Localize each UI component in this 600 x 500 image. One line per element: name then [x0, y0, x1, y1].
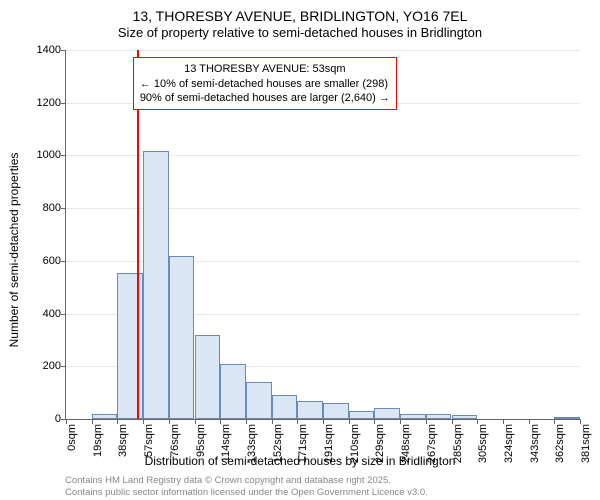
- xtick-mark: [477, 419, 478, 424]
- y-axis-label: Number of semi-detached properties: [7, 153, 21, 348]
- ytick-label: 800: [43, 202, 61, 214]
- title-main: 13, THORESBY AVENUE, BRIDLINGTON, YO16 7…: [0, 0, 600, 24]
- xtick-mark: [503, 419, 504, 424]
- xtick-mark: [66, 419, 67, 424]
- title-sub: Size of property relative to semi-detach…: [0, 24, 600, 40]
- annotation-box: 13 THORESBY AVENUE: 53sqm← 10% of semi-d…: [133, 57, 397, 110]
- histogram-bar: [195, 335, 221, 419]
- ytick-mark: [61, 208, 66, 209]
- xtick-mark: [374, 419, 375, 424]
- ytick-label: 200: [43, 360, 61, 372]
- xtick-mark: [580, 419, 581, 424]
- xtick-mark: [117, 419, 118, 424]
- histogram-bar: [323, 403, 349, 419]
- xtick-mark: [195, 419, 196, 424]
- gridline: [66, 50, 580, 51]
- xtick-mark: [143, 419, 144, 424]
- footer-line-1: Contains HM Land Registry data © Crown c…: [65, 475, 428, 486]
- chart-area: 02004006008001000120014000sqm19sqm38sqm5…: [65, 50, 580, 420]
- xtick-mark: [169, 419, 170, 424]
- xtick-label: 324sqm: [503, 424, 515, 463]
- ytick-label: 1200: [37, 97, 61, 109]
- ytick-label: 400: [43, 308, 61, 320]
- xtick-mark: [92, 419, 93, 424]
- histogram-bar: [220, 364, 246, 419]
- xtick-label: 362sqm: [554, 424, 566, 463]
- xtick-mark: [272, 419, 273, 424]
- xtick-mark: [426, 419, 427, 424]
- histogram-bar: [246, 382, 272, 419]
- xtick-mark: [554, 419, 555, 424]
- histogram-bar: [349, 411, 375, 419]
- x-axis-label: Distribution of semi-detached houses by …: [145, 454, 456, 468]
- xtick-mark: [349, 419, 350, 424]
- xtick-label: 381sqm: [580, 424, 592, 463]
- footer-line-2: Contains public sector information licen…: [65, 487, 428, 498]
- ytick-label: 1000: [37, 149, 61, 161]
- xtick-mark: [452, 419, 453, 424]
- xtick-label: 305sqm: [477, 424, 489, 463]
- xtick-mark: [400, 419, 401, 424]
- xtick-mark: [323, 419, 324, 424]
- ytick-mark: [61, 314, 66, 315]
- xtick-label: 19sqm: [92, 424, 104, 457]
- ytick-mark: [61, 155, 66, 156]
- histogram-bar: [374, 408, 400, 419]
- plot-region: 02004006008001000120014000sqm19sqm38sqm5…: [65, 50, 580, 420]
- histogram-bar: [554, 417, 580, 419]
- xtick-mark: [220, 419, 221, 424]
- xtick-label: 95sqm: [195, 424, 207, 457]
- ytick-label: 1400: [37, 44, 61, 56]
- annotation-line: 90% of semi-detached houses are larger (…: [140, 91, 390, 105]
- ytick-mark: [61, 366, 66, 367]
- xtick-label: 343sqm: [529, 424, 541, 463]
- histogram-bar: [92, 414, 118, 419]
- histogram-bar: [426, 414, 452, 419]
- xtick-mark: [246, 419, 247, 424]
- histogram-bar: [452, 415, 478, 419]
- annotation-line: 13 THORESBY AVENUE: 53sqm: [140, 62, 390, 76]
- xtick-mark: [529, 419, 530, 424]
- footer-attribution: Contains HM Land Registry data © Crown c…: [65, 475, 428, 498]
- histogram-bar: [297, 401, 323, 419]
- annotation-line: ← 10% of semi-detached houses are smalle…: [140, 77, 390, 91]
- xtick-label: 57sqm: [143, 424, 155, 457]
- histogram-bar: [272, 395, 298, 419]
- ytick-mark: [61, 103, 66, 104]
- histogram-bar: [143, 151, 169, 419]
- ytick-mark: [61, 261, 66, 262]
- histogram-bar: [400, 414, 426, 419]
- ytick-label: 600: [43, 255, 61, 267]
- xtick-mark: [297, 419, 298, 424]
- ytick-mark: [61, 50, 66, 51]
- xtick-label: 76sqm: [169, 424, 181, 457]
- histogram-bar: [169, 256, 195, 419]
- xtick-label: 0sqm: [66, 424, 78, 451]
- xtick-label: 38sqm: [117, 424, 129, 457]
